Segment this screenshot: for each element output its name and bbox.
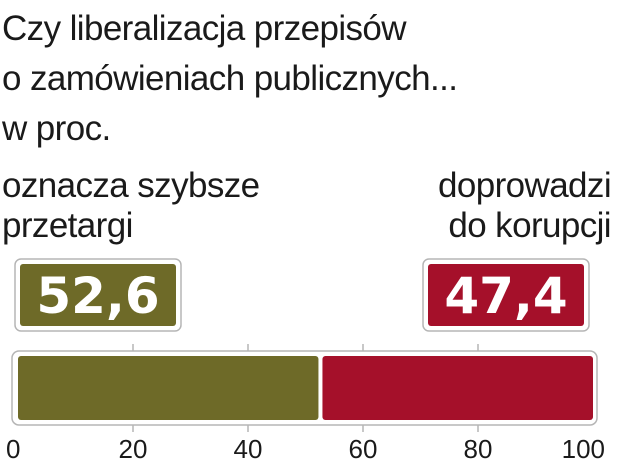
tick-label-80: 80 [464, 434, 493, 464]
bar-segment-1 [18, 356, 319, 420]
value-badge-left: 52,6 [14, 258, 182, 332]
tick-label-0: 0 [6, 434, 20, 464]
value-label-left: 52,6 [36, 267, 159, 325]
bar-segments [18, 356, 593, 420]
right-label-line-1: doprowadzi [438, 166, 612, 205]
value-badge-right: 47,4 [422, 258, 590, 332]
right-label-line-2: do korupcji [448, 206, 611, 245]
x-axis-ticks: 0 20 40 60 80 100 [6, 344, 605, 464]
left-label-line-2: przetargi [2, 206, 133, 245]
left-label-line-1: oznacza szybsze [2, 166, 260, 205]
tick-label-40: 40 [234, 434, 263, 464]
title-line-1: Czy liberalizacja przepisów [2, 9, 407, 48]
title-line-2: o zamówieniach publicznych... [2, 59, 458, 98]
tick-label-60: 60 [349, 434, 378, 464]
tick-label-20: 20 [119, 434, 148, 464]
title-line-3: w proc. [2, 109, 111, 148]
chart-title: Czy liberalizacja przepisów o zamówienia… [2, 4, 458, 154]
value-badge-left-fill [20, 264, 176, 326]
left-category-label: oznacza szybsze przetargi [2, 166, 260, 246]
bar-segment-2 [322, 356, 593, 420]
value-badge-right-fill [428, 264, 584, 326]
tick-label-100: 100 [562, 434, 605, 464]
value-label-right: 47,4 [444, 267, 567, 325]
right-category-label: doprowadzi do korupcji [438, 166, 612, 246]
